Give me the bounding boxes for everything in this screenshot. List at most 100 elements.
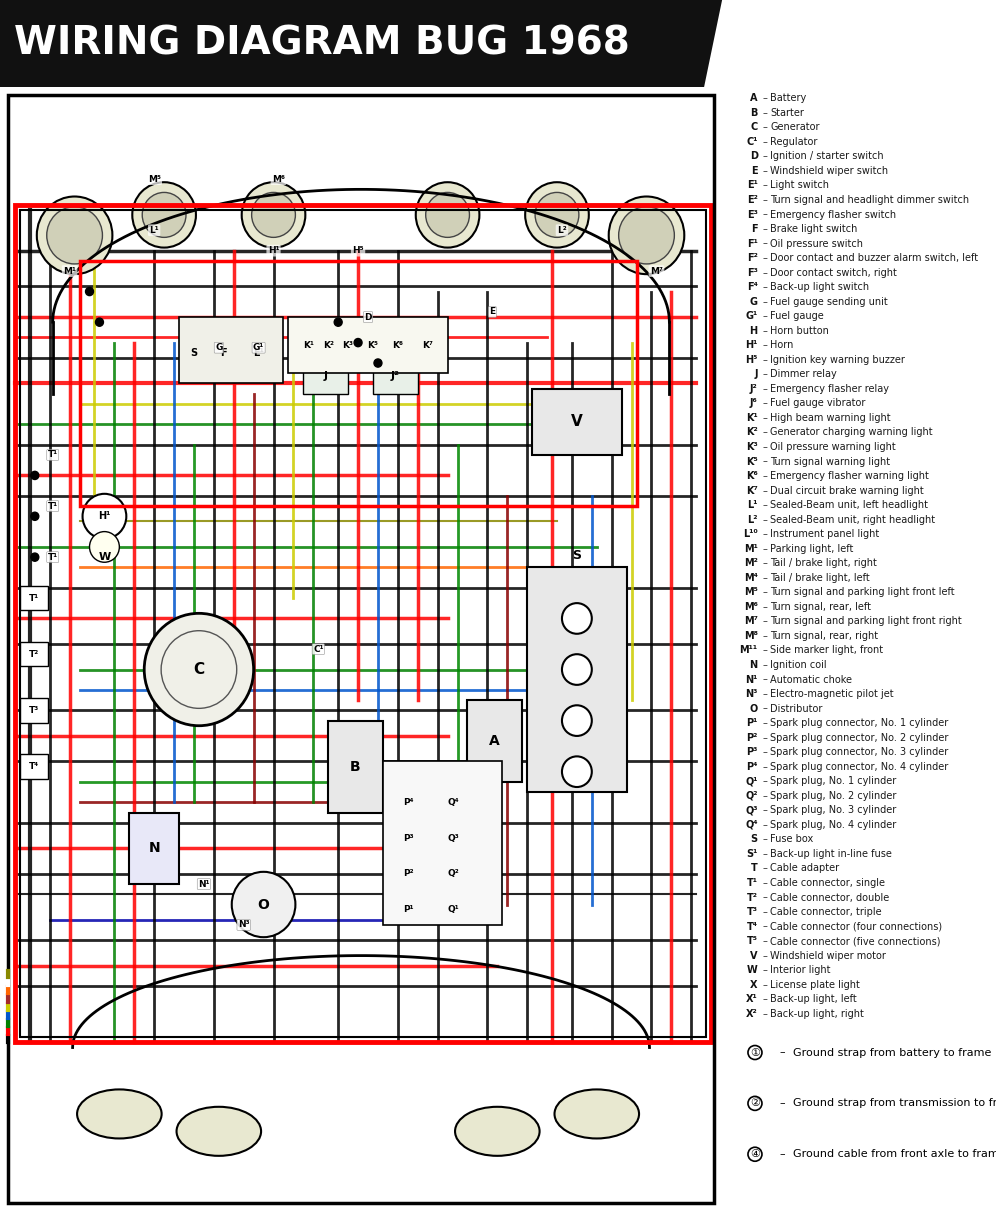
Circle shape xyxy=(562,603,592,633)
Text: M¹: M¹ xyxy=(744,544,758,553)
Text: Tail / brake light, left: Tail / brake light, left xyxy=(770,573,870,582)
Text: –: – xyxy=(762,282,767,292)
Bar xyxy=(20,210,706,1038)
Text: A: A xyxy=(489,734,500,748)
Text: P¹: P¹ xyxy=(746,718,758,728)
Text: G¹: G¹ xyxy=(253,343,264,352)
Text: –: – xyxy=(762,268,767,277)
Text: –: – xyxy=(762,442,767,452)
Text: –: – xyxy=(762,457,767,466)
Text: –: – xyxy=(762,427,767,437)
Text: –: – xyxy=(762,718,767,728)
Text: P⁴: P⁴ xyxy=(402,798,413,807)
Text: M¹: M¹ xyxy=(63,266,76,276)
Text: –: – xyxy=(780,1149,785,1159)
Bar xyxy=(304,358,349,394)
Text: F: F xyxy=(220,348,227,357)
Text: T¹: T¹ xyxy=(48,450,58,459)
Text: Fuel gauge: Fuel gauge xyxy=(770,311,824,321)
Text: Cable connector (five connections): Cable connector (five connections) xyxy=(770,936,940,946)
Text: Ground cable from front axle to frame: Ground cable from front axle to frame xyxy=(793,1149,996,1159)
Text: K⁷: K⁷ xyxy=(422,342,433,350)
Text: –: – xyxy=(762,747,767,757)
Text: N³: N³ xyxy=(745,689,758,699)
Text: G¹: G¹ xyxy=(745,311,758,321)
Text: –: – xyxy=(762,253,767,263)
Text: Q⁴: Q⁴ xyxy=(447,798,459,807)
Bar xyxy=(467,700,522,782)
Text: L¹⁰: L¹⁰ xyxy=(743,529,758,539)
Text: Sealed-Beam unit, left headlight: Sealed-Beam unit, left headlight xyxy=(770,500,928,510)
Text: –: – xyxy=(762,922,767,931)
Text: Spark plug connector, No. 3 cylinder: Spark plug connector, No. 3 cylinder xyxy=(770,747,948,757)
Text: S: S xyxy=(190,348,197,357)
Text: Q²: Q² xyxy=(447,869,459,878)
Text: Cable adapter: Cable adapter xyxy=(770,863,840,873)
Bar xyxy=(179,317,284,384)
Text: Ignition coil: Ignition coil xyxy=(770,660,827,670)
Circle shape xyxy=(562,654,592,685)
Bar xyxy=(532,389,622,455)
Text: –: – xyxy=(762,791,767,800)
Text: Automatic choke: Automatic choke xyxy=(770,675,852,684)
Text: Battery: Battery xyxy=(770,93,807,103)
Text: –: – xyxy=(762,805,767,815)
Text: Turn signal, rear, left: Turn signal, rear, left xyxy=(770,602,872,612)
Text: Brake light switch: Brake light switch xyxy=(770,224,858,234)
Text: –: – xyxy=(780,1048,785,1057)
Text: Generator: Generator xyxy=(770,122,820,132)
Text: WIRING DIAGRAM BUG 1968: WIRING DIAGRAM BUG 1968 xyxy=(14,24,630,63)
Text: N: N xyxy=(148,842,160,855)
Text: M⁴: M⁴ xyxy=(744,573,758,582)
Circle shape xyxy=(415,182,479,247)
Text: –: – xyxy=(762,529,767,539)
Text: Instrument panel light: Instrument panel light xyxy=(770,529,879,539)
Text: L²: L² xyxy=(557,225,567,235)
Circle shape xyxy=(86,287,94,295)
Text: Ignition key warning buzzer: Ignition key warning buzzer xyxy=(770,355,905,365)
Text: Horn: Horn xyxy=(770,340,794,350)
Circle shape xyxy=(90,532,120,562)
Text: N¹: N¹ xyxy=(745,675,758,684)
Circle shape xyxy=(252,193,296,237)
Text: Q³: Q³ xyxy=(745,805,758,815)
Text: M⁷: M⁷ xyxy=(744,616,758,626)
Text: –: – xyxy=(762,820,767,830)
Circle shape xyxy=(96,318,104,326)
Text: Q⁴: Q⁴ xyxy=(745,820,758,830)
Text: License plate light: License plate light xyxy=(770,980,860,989)
Text: Windshield wiper motor: Windshield wiper motor xyxy=(770,951,885,960)
Text: –: – xyxy=(762,398,767,408)
Text: Horn button: Horn button xyxy=(770,326,829,335)
Bar xyxy=(20,754,48,779)
Text: W: W xyxy=(99,552,111,562)
Text: J: J xyxy=(754,369,758,379)
Text: –: – xyxy=(762,297,767,306)
Text: –: – xyxy=(762,951,767,960)
Text: Fuel gauge sending unit: Fuel gauge sending unit xyxy=(770,297,887,306)
Text: G: G xyxy=(750,297,758,306)
Text: T⁴: T⁴ xyxy=(29,762,39,771)
Text: –: – xyxy=(762,93,767,103)
Circle shape xyxy=(31,512,39,521)
Text: T¹: T¹ xyxy=(48,552,58,562)
Text: Parking light, left: Parking light, left xyxy=(770,544,854,553)
Text: Emergency flasher relay: Emergency flasher relay xyxy=(770,384,889,394)
Circle shape xyxy=(31,553,39,561)
Bar xyxy=(329,721,382,813)
Text: –: – xyxy=(762,631,767,641)
Text: –: – xyxy=(762,675,767,684)
Text: C: C xyxy=(193,662,204,677)
Text: T¹: T¹ xyxy=(747,878,758,888)
Text: J²: J² xyxy=(750,384,758,394)
Text: –: – xyxy=(762,195,767,205)
Text: Regulator: Regulator xyxy=(770,137,818,147)
Text: S: S xyxy=(573,550,582,562)
Circle shape xyxy=(535,193,579,237)
Circle shape xyxy=(47,207,103,264)
Text: –: – xyxy=(762,965,767,975)
Text: M⁵: M⁵ xyxy=(147,174,160,184)
Text: –: – xyxy=(762,834,767,844)
Text: –: – xyxy=(780,1098,785,1108)
Text: –: – xyxy=(762,863,767,873)
